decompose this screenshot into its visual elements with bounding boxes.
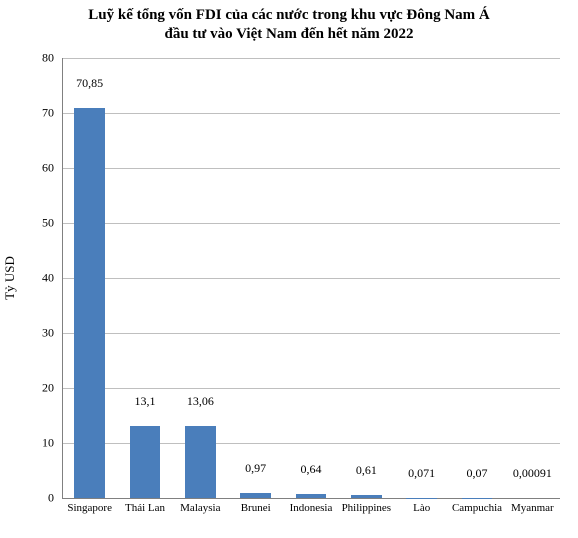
bar-slot: 13,06: [173, 58, 228, 498]
bar-slot: 0,07: [449, 58, 504, 498]
x-tick-label: Campuchia: [449, 502, 504, 514]
x-tick-label: Thái Lan: [117, 502, 172, 514]
chart-title-line: Luỹ kế tổng vốn FDI của các nước trong k…: [0, 6, 578, 25]
bar-slot: 0,00091: [505, 58, 560, 498]
y-tick-label: 50: [14, 216, 54, 231]
bar-value-label: 0,61: [339, 463, 394, 478]
bar: [240, 493, 270, 498]
bar: [296, 494, 326, 498]
chart-title: Luỹ kế tổng vốn FDI của các nước trong k…: [0, 6, 578, 44]
bar-value-label: 0,07: [449, 466, 504, 481]
bar-slot: 0,97: [228, 58, 283, 498]
bars-group: 70,85 13,113,06 0,970,640,610,0710,070,000…: [62, 58, 560, 498]
bar-slot: 0,61: [339, 58, 394, 498]
y-tick-label: 40: [14, 271, 54, 286]
bar: [351, 495, 381, 498]
bar-value-label: 13,06: [173, 394, 228, 409]
bar: [130, 426, 160, 498]
x-tick-label: Philippines: [339, 502, 394, 514]
x-tick-label: Brunei: [228, 502, 283, 514]
y-tick-label: 30: [14, 326, 54, 341]
x-tick-label: Myanmar: [505, 502, 560, 514]
bar: [74, 108, 104, 498]
plot-area: 70,85 13,113,06 0,970,640,610,0710,070,000…: [62, 58, 560, 498]
y-tick-label: 70: [14, 106, 54, 121]
bar-slot: 0,071: [394, 58, 449, 498]
chart-title-line: đầu tư vào Việt Nam đến hết năm 2022: [0, 25, 578, 44]
bar-value-label: 13,1: [117, 394, 172, 409]
bar-slot: 13,1: [117, 58, 172, 498]
bar-value-label: 0,97: [228, 461, 283, 476]
y-tick-label: 80: [14, 51, 54, 66]
bar-value-label: 70,85: [62, 76, 117, 91]
x-tick-label: Indonesia: [283, 502, 338, 514]
y-tick-label: 60: [14, 161, 54, 176]
bar-slot: 0,64: [283, 58, 338, 498]
x-tick-label: Lào: [394, 502, 449, 514]
x-tick-label: Singapore: [62, 502, 117, 514]
bar-slot: 70,85: [62, 58, 117, 498]
x-tick-label: Malaysia: [173, 502, 228, 514]
bar-value-label: 0,64: [283, 462, 338, 477]
fdi-chart: Luỹ kế tổng vốn FDI của các nước trong k…: [0, 0, 578, 538]
y-tick-label: 10: [14, 436, 54, 451]
bar-value-label: 0,071: [394, 466, 449, 481]
y-tick-label: 0: [14, 491, 54, 506]
y-tick-label: 20: [14, 381, 54, 396]
x-axis-line: [62, 498, 560, 499]
bar: [185, 426, 215, 498]
bar-value-label: 0,00091: [505, 466, 560, 481]
